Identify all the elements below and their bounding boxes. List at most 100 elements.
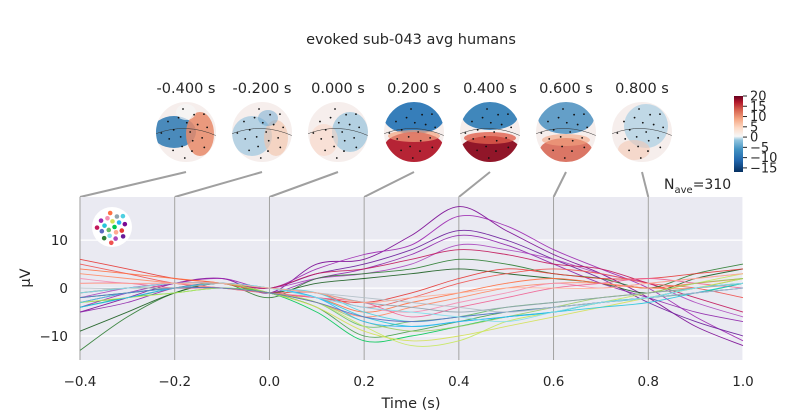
topomap-row: -0.400 s -0.200 s 0.000 s 0.200 s 0.400 s 0.6… <box>154 81 674 164</box>
sensor-dot <box>424 123 427 126</box>
sensor-dot <box>628 149 630 152</box>
sensor-dot <box>267 139 270 142</box>
topomap-blob <box>462 102 518 130</box>
sensor-dot <box>244 138 247 140</box>
sensor-dot <box>557 116 560 119</box>
sensor-dot <box>510 126 513 129</box>
sensor-dot <box>586 126 589 129</box>
sensor-dot <box>563 157 566 159</box>
sensor-dot <box>255 135 258 138</box>
topomap-connector <box>269 171 339 198</box>
channel-trace-8 <box>79 268 744 332</box>
channel-trace-2 <box>79 215 744 342</box>
topomap-3: 0.000 s <box>306 81 370 164</box>
sensor-dot <box>193 113 195 116</box>
sensor-legend-dot <box>108 240 114 246</box>
topomap-blob <box>332 112 368 152</box>
sensor-dot <box>168 138 171 140</box>
channel-trace-1 <box>79 206 744 347</box>
topomap-contour <box>231 128 293 137</box>
colorbar-tick-label: 0 <box>750 131 758 146</box>
sensor-dot <box>561 145 564 148</box>
topomap-7: 0.800 s <box>610 81 674 164</box>
sensor-dot <box>396 138 399 140</box>
sensor-dot <box>565 121 568 124</box>
sensor-dot <box>400 149 402 152</box>
sensor-dot <box>624 138 627 140</box>
sensor-dot <box>573 113 575 116</box>
sensor-dot <box>547 120 549 123</box>
sensor-legend-dot <box>105 216 110 221</box>
colorbar-tick-label: 20 <box>750 90 767 105</box>
sensor-dot <box>476 149 478 152</box>
sensor-dot <box>410 108 412 110</box>
topomap-connector <box>458 171 491 198</box>
sensor-dot <box>659 146 662 149</box>
sensor-dot <box>253 116 256 119</box>
sensor-dot <box>405 116 408 119</box>
sensor-dot <box>638 108 640 110</box>
sensor-dot <box>400 128 403 131</box>
sensor-dot <box>279 146 282 149</box>
topomap-6: 0.600 s <box>534 81 598 164</box>
sensor-dot <box>160 132 163 134</box>
topomap-contour <box>155 128 217 137</box>
sensor-dot <box>181 145 184 148</box>
sensor-dot <box>282 126 285 129</box>
sensor-dot <box>203 113 205 116</box>
topomap-sensors <box>236 108 285 159</box>
sensor-dot <box>333 145 336 148</box>
sensor-dot <box>203 146 206 149</box>
sensor-dot <box>324 149 326 152</box>
sensor-dot <box>581 136 584 139</box>
topomap-contour <box>535 128 597 137</box>
sensor-legend-dot <box>101 235 107 241</box>
topomap-2: -0.200 s <box>230 81 294 164</box>
colorbar-tick-label: 10 <box>750 110 767 125</box>
y-tick-label: 10 <box>51 233 68 249</box>
sensor-legend-dot <box>102 223 107 228</box>
topomap-sensors <box>464 108 513 159</box>
sensor-dot <box>483 135 486 138</box>
sensor-dot <box>616 132 619 134</box>
sensor-dot <box>583 113 585 116</box>
channel-trace-14 <box>79 278 744 318</box>
sensor-dot <box>507 113 509 116</box>
sensor-dot <box>248 149 250 152</box>
sensor-dot <box>497 113 499 116</box>
sensor-dot <box>472 138 475 140</box>
sensor-dot <box>196 123 199 126</box>
topomap-blob <box>384 102 444 134</box>
sensor-dot <box>177 116 180 119</box>
sensor-dot <box>320 138 323 140</box>
topomap-connector <box>641 171 650 198</box>
sensor-dot <box>552 149 554 152</box>
figure-title: evoked sub-043 avg humans <box>306 32 516 48</box>
x-tick-label: −0.2 <box>158 374 191 390</box>
x-tick-label: 0.2 <box>353 374 374 390</box>
topomap-sensors <box>160 108 209 159</box>
sensor-dot <box>343 139 346 142</box>
sensor-dot <box>559 135 562 138</box>
topomap-connectors <box>79 171 650 198</box>
topomap-sensors <box>616 108 665 159</box>
sensor-dot <box>353 136 356 139</box>
sensor-dot <box>641 121 644 124</box>
sensor-dot <box>267 150 269 152</box>
x-tick-label: −0.4 <box>64 374 97 390</box>
topomap-connector <box>552 171 567 198</box>
sensor-legend-dot <box>120 213 126 219</box>
sensor-dot <box>358 126 361 129</box>
topomap-head-outline <box>306 100 370 164</box>
sensor-dot <box>419 150 421 152</box>
sensor-dot <box>172 128 175 131</box>
sensor-dot <box>429 136 432 139</box>
topomap-1: -0.400 s <box>154 81 218 164</box>
topomap-head-outline <box>610 100 674 164</box>
topomap-contour <box>611 128 673 137</box>
sensor-legend-dot <box>112 224 117 230</box>
x-tick-label: 1.0 <box>732 374 753 390</box>
sensor-dot <box>329 116 332 119</box>
